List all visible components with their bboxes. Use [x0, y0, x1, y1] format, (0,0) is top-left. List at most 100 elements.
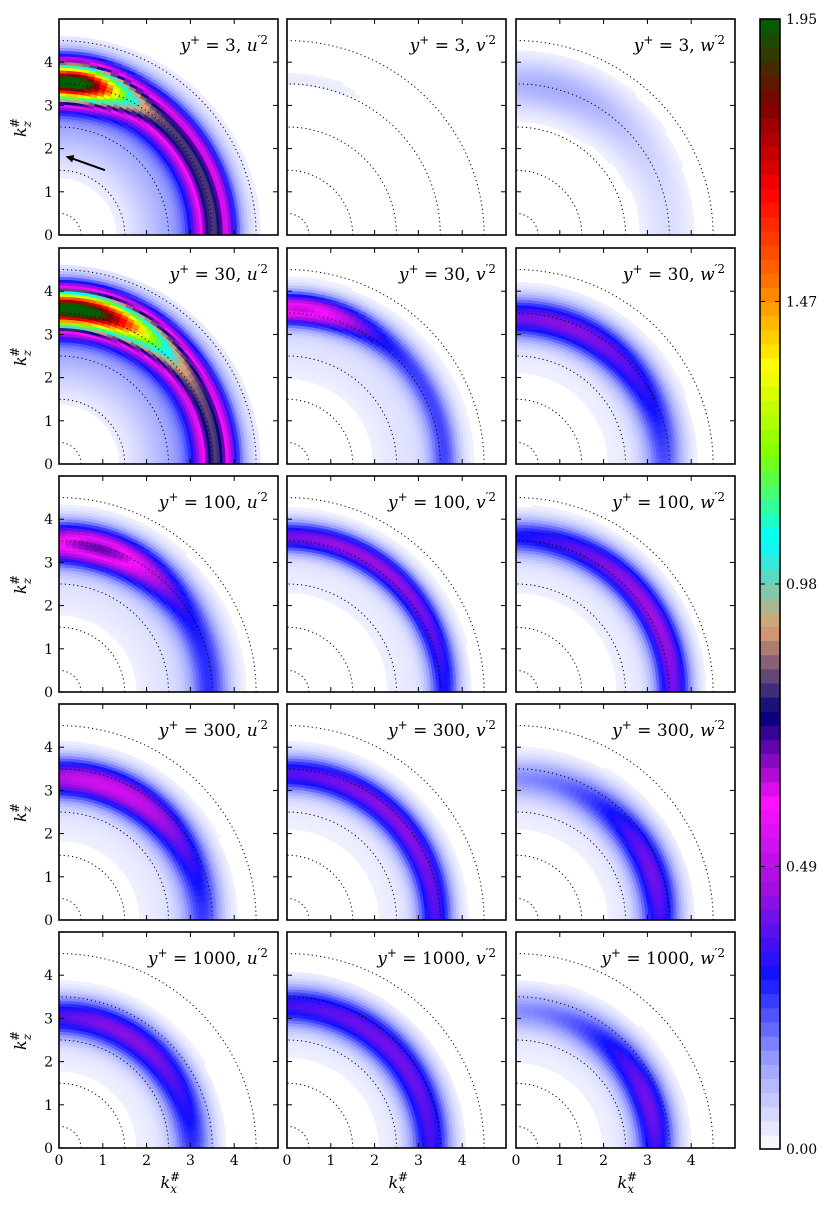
colorbar-segment	[760, 33, 780, 48]
x-tick-label: 2	[142, 1153, 151, 1169]
reference-circle	[59, 1125, 82, 1148]
reference-circle	[59, 212, 82, 235]
reference-circle	[59, 1082, 126, 1148]
colorbar-segment	[760, 795, 780, 811]
reference-circle	[59, 583, 169, 692]
reference-circle	[59, 355, 169, 464]
reference-circle	[516, 854, 583, 920]
colorbar-segment	[760, 908, 780, 924]
colorbar-segment	[760, 1106, 780, 1122]
colorbar-segment	[760, 1134, 780, 1150]
x-tick-label: 2	[370, 1153, 379, 1169]
panel-5-1: 0 1 2 3 4 kz# 0 1 2 3 4 kx# y+ = 1000, u′2	[8, 931, 279, 1196]
reference-circle	[287, 355, 397, 464]
colorbar-segment	[760, 541, 780, 557]
reference-circle	[287, 1125, 310, 1148]
reference-circle	[516, 1082, 583, 1148]
panel-title: y+ = 30, w′2	[622, 262, 725, 285]
colorbar-segment	[760, 1021, 780, 1037]
reference-circle	[516, 398, 583, 464]
x-tick-label: 0	[283, 1153, 292, 1169]
reference-circle	[59, 398, 126, 464]
panel-1-1: 0 1 2 3 4 kz# y+ = 3, u′2	[8, 18, 279, 244]
reference-circle	[516, 1039, 626, 1148]
panel-2-2: y+ = 30, v′2	[286, 247, 507, 465]
x-tick-label: 3	[414, 1153, 423, 1169]
x-tick-label: 3	[186, 1153, 195, 1169]
x-tick-label: 1	[326, 1153, 335, 1169]
panel-frame	[286, 931, 507, 1149]
y-axis-label: kz#	[8, 575, 34, 594]
colorbar-segment	[760, 456, 780, 472]
reference-circle	[516, 212, 539, 235]
reference-circle	[516, 441, 539, 464]
y-tick-label: 0	[44, 457, 53, 473]
y-tick-label: 1	[44, 185, 53, 201]
colorbar-segment	[760, 697, 780, 712]
colorbar-segment	[760, 471, 780, 486]
panel-4-2: y+ = 300, v′2	[286, 703, 507, 921]
y-tick-label: 0	[44, 228, 53, 244]
colorbar-segment	[760, 301, 780, 317]
heatmap-field	[516, 505, 707, 692]
y-tick-label: 4	[44, 55, 53, 71]
reference-circle	[287, 40, 485, 235]
x-tick-label: 4	[230, 1153, 239, 1169]
colorbar-segment	[760, 485, 780, 500]
panel-frame	[58, 247, 279, 465]
panel-4-1: 0 1 2 3 4 kz# y+ = 300, u′2	[8, 703, 279, 929]
colorbar-segment	[760, 824, 780, 839]
colorbar-segment	[760, 372, 780, 387]
colorbar-segment	[760, 1120, 780, 1136]
reference-circle	[516, 126, 626, 235]
colorbar-segment	[760, 216, 780, 232]
y-tick-label: 1	[44, 1098, 53, 1114]
heatmap-field	[516, 282, 698, 464]
reference-circle	[59, 854, 126, 920]
x-tick-label: 1	[555, 1153, 564, 1169]
colorbar-segment	[760, 527, 780, 543]
colorbar-segment	[760, 1078, 780, 1094]
colorbar-segment	[760, 89, 780, 105]
panel-3-3: y+ = 100, w′2	[515, 475, 736, 693]
panel-frame	[286, 703, 507, 921]
panel-3-2: y+ = 100, v′2	[286, 475, 507, 693]
annotation-arrow-head	[65, 155, 75, 163]
reference-circle	[59, 126, 169, 235]
colorbar-segment	[760, 117, 780, 133]
reference-circle	[59, 669, 82, 692]
panel-title: y+ = 300, v′2	[387, 718, 496, 741]
panel-frame	[515, 703, 736, 921]
heatmap-field	[287, 507, 472, 692]
x-tick-label: 1	[98, 1153, 107, 1169]
panel-title: y+ = 300, u′2	[158, 718, 268, 741]
colorbar-segment	[760, 682, 780, 698]
y-axis-label: kz#	[8, 118, 34, 137]
panel-frame	[515, 247, 736, 465]
panel-3-1: 0 1 2 3 4 kz# y+ = 100, u′2	[8, 475, 279, 701]
y-tick-label: 2	[44, 371, 53, 387]
colorbar-segment	[760, 612, 780, 627]
heatmap-field	[516, 746, 695, 920]
reference-circle	[287, 441, 310, 464]
x-tick-label: 3	[643, 1153, 652, 1169]
colorbar-segment	[760, 188, 780, 204]
reference-circle	[287, 1039, 397, 1148]
reference-circle	[59, 811, 169, 920]
heatmap-field	[516, 980, 692, 1148]
colorbar-segment	[760, 47, 780, 62]
reference-circle	[59, 897, 82, 920]
panel-title: y+ = 1000, u′2	[147, 946, 268, 969]
reference-circle	[287, 83, 441, 235]
panel-4-3: y+ = 300, w′2	[515, 703, 736, 921]
panel-title: y+ = 3, w′2	[633, 33, 725, 56]
colorbar-segment	[760, 810, 780, 825]
colorbar-segment	[760, 386, 780, 401]
panel-5-3: 0 1 2 3 4 kx# y+ = 1000, w′2	[512, 931, 736, 1196]
colorbar-segment	[760, 640, 780, 656]
colorbar-segment	[760, 174, 780, 190]
panel-frame	[58, 703, 279, 921]
colorbar-segment	[760, 1050, 780, 1065]
colorbar-segment	[760, 555, 780, 571]
reference-circle	[287, 626, 354, 692]
